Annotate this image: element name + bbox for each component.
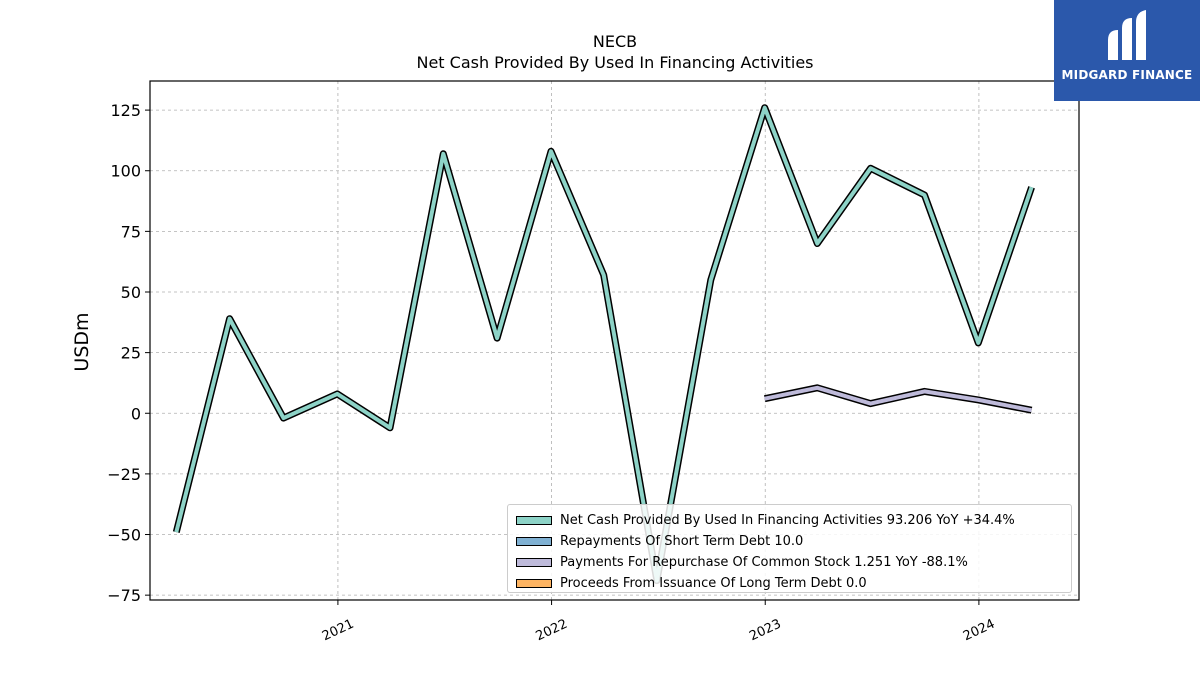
legend-swatch-repayments [516, 537, 552, 546]
x-axis-ticks: 2021 2022 2023 2024 [320, 600, 997, 644]
legend-label-net-cash: Net Cash Provided By Used In Financing A… [560, 513, 1015, 528]
legend-item-proceeds: Proceeds From Issuance Of Long Term Debt… [516, 573, 1071, 594]
y-tick-label: 0 [131, 404, 141, 423]
logo-mark-icon [1108, 10, 1146, 60]
y-tick-label: 125 [110, 101, 141, 120]
x-tick-label: 2024 [961, 617, 997, 645]
x-tick-label: 2023 [747, 617, 783, 645]
logo-text: MIDGARD FINANCE [1061, 68, 1193, 82]
legend-swatch-net-cash [516, 516, 552, 525]
legend-item-net-cash: Net Cash Provided By Used In Financing A… [516, 510, 1071, 531]
midgard-finance-logo: MIDGARD FINANCE [1054, 0, 1200, 101]
y-axis-label: USDm [71, 312, 93, 371]
legend-item-repurchase: Payments For Repurchase Of Common Stock … [516, 552, 1071, 573]
x-tick-label: 2022 [534, 617, 570, 645]
chart-legend: Net Cash Provided By Used In Financing A… [507, 504, 1072, 593]
legend-swatch-repurchase [516, 558, 552, 567]
y-tick-label: −50 [107, 526, 141, 545]
x-tick-label: 2021 [320, 617, 356, 645]
legend-swatch-proceeds [516, 579, 552, 588]
y-tick-label: −25 [107, 465, 141, 484]
y-tick-label: 100 [110, 162, 141, 181]
series-lines [172, 104, 1035, 585]
legend-label-proceeds: Proceeds From Issuance Of Long Term Debt… [560, 576, 867, 591]
y-tick-label: 50 [121, 283, 141, 302]
legend-item-repayments: Repayments Of Short Term Debt 10.0 [516, 531, 1071, 552]
legend-label-repayments: Repayments Of Short Term Debt 10.0 [560, 534, 804, 549]
y-tick-label: 25 [121, 344, 141, 363]
plot-frame [149, 80, 1080, 601]
chart-subtitle: Net Cash Provided By Used In Financing A… [416, 53, 813, 72]
y-tick-label: 75 [121, 222, 141, 241]
chart-title: NECB [593, 32, 637, 51]
y-axis-ticks: −75 −50 −25 0 25 50 75 100 125 [107, 101, 150, 605]
series-line-0 [174, 105, 1034, 583]
legend-label-repurchase: Payments For Repurchase Of Common Stock … [560, 555, 968, 570]
y-tick-label: −75 [107, 586, 141, 605]
series-line-2 [764, 385, 1032, 413]
